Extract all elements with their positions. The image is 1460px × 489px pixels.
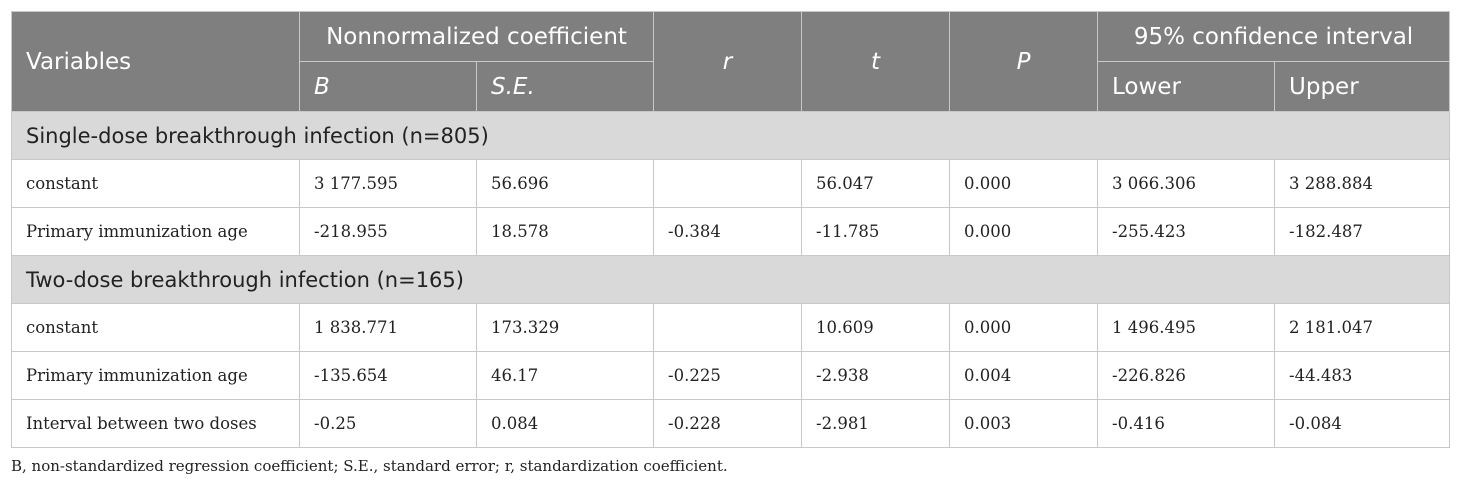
table-cell: -0.084 [1274, 399, 1451, 448]
variable-name-cell: Primary immunization age [11, 207, 300, 256]
header-se: S.E. [475, 61, 655, 112]
table-cell: 1 838.771 [299, 303, 477, 352]
table-cell: 0.000 [949, 207, 1099, 256]
group-title: Single-dose breakthrough infection (n=80… [10, 111, 1451, 160]
table-cell: 56.696 [475, 159, 655, 208]
table-cell: -2.981 [801, 399, 951, 448]
table-cell: -0.225 [653, 351, 803, 400]
header-upper: Upper [1274, 61, 1451, 112]
header-nonnormalized-coefficient: Nonnormalized coefficient [298, 11, 655, 62]
variable-name-cell: constant [11, 303, 300, 352]
table-row: Primary immunization age -135.654 46.17 -0.… [11, 351, 1451, 400]
header-p: P [949, 11, 1099, 112]
header-t: t [801, 11, 951, 112]
table-cell: 46.17 [475, 351, 655, 400]
header-lower: Lower [1097, 61, 1276, 112]
table-cell: 0.084 [475, 399, 655, 448]
table-body: Single-dose breakthrough infection (n=80… [10, 111, 1451, 448]
table-cell: -11.785 [801, 207, 951, 256]
header-confidence-interval: 95% confidence interval [1097, 11, 1451, 62]
table-cell: 0.004 [949, 351, 1099, 400]
table-row: Interval between two doses -0.25 0.084 -0.2… [11, 399, 1451, 448]
table-cell: -255.423 [1097, 207, 1276, 256]
table-row: Primary immunization age -218.955 18.578 -0… [11, 207, 1451, 256]
table-cell: -0.384 [653, 207, 803, 256]
table-cell: -0.416 [1097, 399, 1276, 448]
table-cell: 3 066.306 [1097, 159, 1276, 208]
group-title: Two-dose breakthrough infection (n=165) [10, 255, 1451, 304]
header-r: r [653, 11, 803, 112]
header-b: B [299, 61, 477, 112]
group-header-row: Two-dose breakthrough infection (n=165) [10, 255, 1451, 304]
table-cell: -0.25 [299, 399, 477, 448]
table-cell: -2.938 [801, 351, 951, 400]
table-cell: 0.000 [949, 159, 1099, 208]
table-cell: 2 181.047 [1274, 303, 1451, 352]
table-cell: 18.578 [475, 207, 655, 256]
table-cell: 3 177.595 [299, 159, 477, 208]
table-cell [653, 303, 803, 352]
table-cell: 0.000 [949, 303, 1099, 352]
table-footnote: B, non-standardized regression coefficie… [11, 457, 728, 475]
table-cell: -218.955 [299, 207, 477, 256]
table-cell: 0.003 [949, 399, 1099, 448]
variable-name-cell: Interval between two doses [11, 399, 300, 448]
table-row: constant 1 838.771 173.329 10.609 0.000 1 496… [11, 303, 1451, 352]
table-cell [653, 159, 803, 208]
table-cell: -182.487 [1274, 207, 1451, 256]
group-header-row: Single-dose breakthrough infection (n=80… [10, 111, 1451, 160]
table-header: Variables Nonnormalized coefficient r t … [11, 11, 1451, 112]
table-cell: 1 496.495 [1097, 303, 1276, 352]
table-cell: 3 288.884 [1274, 159, 1451, 208]
table-cell: -44.483 [1274, 351, 1451, 400]
table-cell: 56.047 [801, 159, 951, 208]
table-row: constant 3 177.595 56.696 56.047 0.000 3 066.… [11, 159, 1451, 208]
variable-name-cell: Primary immunization age [11, 351, 300, 400]
table-cell: 173.329 [475, 303, 655, 352]
table-cell: -135.654 [299, 351, 477, 400]
table-cell: -226.826 [1097, 351, 1276, 400]
header-variables: Variables [11, 11, 300, 112]
regression-table: Variables Nonnormalized coefficient r t … [10, 11, 1451, 448]
table-cell: 10.609 [801, 303, 951, 352]
variable-name-cell: constant [11, 159, 300, 208]
table-cell: -0.228 [653, 399, 803, 448]
